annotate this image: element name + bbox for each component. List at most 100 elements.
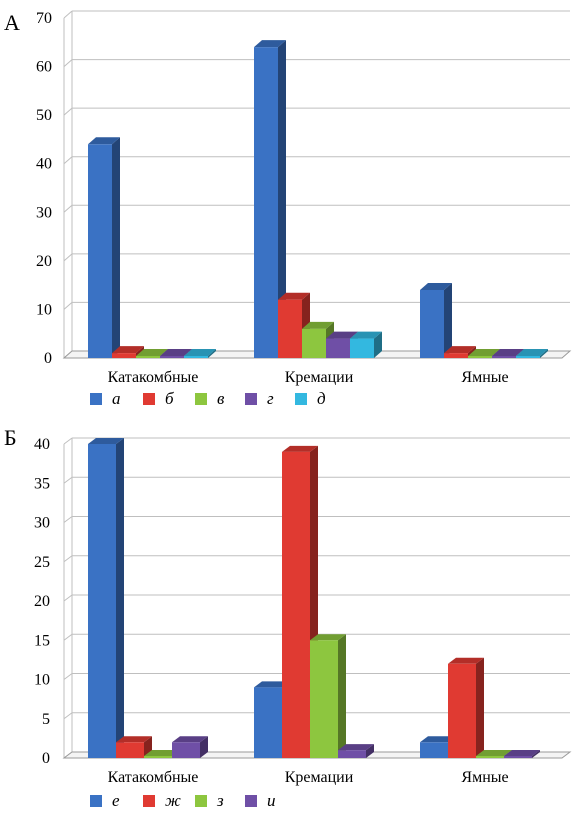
legend-swatch (295, 393, 307, 405)
bar (448, 657, 484, 758)
bar-top (350, 331, 382, 339)
legend-swatch (195, 795, 207, 807)
legend-swatch (143, 393, 155, 405)
bar-front (468, 356, 492, 358)
bar-side (366, 744, 374, 758)
bar-front (254, 687, 282, 758)
bar-side (112, 137, 120, 358)
bar-front (278, 299, 302, 358)
bar-top (88, 438, 124, 444)
bar-top (254, 681, 290, 688)
bar-top (476, 750, 512, 756)
bar-side (116, 438, 124, 758)
y-tick-label: 20 (34, 593, 50, 610)
bar (350, 331, 382, 358)
bar-side (540, 349, 548, 358)
y-tick-label: 50 (36, 107, 52, 124)
bar-front (160, 356, 184, 358)
bar-top (420, 736, 456, 743)
y-tick-label: 15 (34, 632, 50, 649)
bar-front (88, 444, 116, 758)
legend-label: б (165, 389, 174, 408)
category-label: Ямные (461, 369, 508, 386)
gridline-side (63, 302, 73, 310)
bar-front (116, 742, 144, 758)
y-tick-label: 35 (34, 475, 50, 492)
gridline-side (63, 204, 73, 213)
bar-top (282, 445, 318, 452)
gridline-side (63, 555, 73, 563)
bar-top (160, 349, 192, 356)
bar-top (184, 349, 216, 356)
legend-swatch (195, 393, 207, 405)
y-tick-label: 0 (42, 750, 50, 767)
y-tick-label: 0 (44, 350, 52, 367)
y-tick-label: 30 (36, 204, 52, 221)
bar-front (136, 356, 160, 358)
y-tick-label: 30 (34, 515, 50, 532)
bar-front (444, 353, 468, 358)
bar (172, 736, 208, 758)
legend-label: г (267, 389, 274, 408)
bar-top (116, 736, 152, 743)
legend-item: а (90, 389, 121, 408)
bar-front (476, 756, 504, 758)
legend-swatch (90, 795, 102, 807)
legend-item: б (143, 389, 174, 408)
y-tick-label: 60 (36, 59, 52, 76)
y-tick-label: 40 (36, 156, 52, 173)
bar (254, 40, 286, 359)
legend-item: в (195, 389, 225, 408)
bar-top (504, 750, 540, 756)
panel-a: А 0 10 20 30 40 50 60 70 Катакомбные Кремации Ямны… (4, 10, 572, 408)
bar (338, 744, 374, 758)
bar-top (302, 321, 334, 329)
bar-top (468, 349, 500, 356)
bar (310, 634, 346, 758)
legend-label: д (317, 389, 326, 408)
gridline-side (63, 10, 73, 19)
bar-front (172, 742, 200, 758)
legend-label: е (112, 791, 120, 810)
bar-top (254, 40, 286, 48)
bar-front (516, 356, 540, 358)
gridline-side (63, 712, 73, 720)
bar-side (532, 750, 540, 758)
bar-front (448, 663, 476, 758)
legend-item: и (245, 791, 276, 810)
bar (420, 283, 452, 358)
y-tick-label: 5 (42, 711, 50, 728)
gridline-side (63, 156, 73, 165)
bar-front (144, 756, 172, 758)
legend-swatch (245, 393, 257, 405)
bar-top (444, 346, 476, 354)
gridline-side (63, 516, 73, 523)
bar (116, 736, 152, 758)
bar-front (338, 750, 366, 758)
gridline-side (63, 253, 73, 262)
legend-item: д (295, 389, 326, 408)
bar (282, 445, 318, 758)
legend-label: в (217, 389, 225, 408)
bar (184, 349, 216, 358)
gridline-side (63, 437, 73, 445)
panel-b-label: Б (4, 425, 17, 450)
bar-top (338, 744, 374, 751)
category-label: Ямные (461, 769, 508, 786)
bar-front (282, 451, 310, 758)
legend-label: з (216, 791, 224, 810)
bar-top (278, 292, 310, 300)
bar-front (350, 338, 374, 358)
bar (88, 438, 124, 758)
legend-label: ж (165, 791, 181, 810)
gridline-side (63, 633, 73, 641)
y-tick-label: 10 (34, 672, 50, 689)
bar-side (278, 40, 286, 359)
y-tick-label: 20 (36, 253, 52, 270)
gridline-side (63, 59, 73, 67)
legend-item: г (245, 389, 274, 408)
legend-swatch (245, 795, 257, 807)
bar (516, 349, 548, 358)
legend-swatch (90, 393, 102, 405)
